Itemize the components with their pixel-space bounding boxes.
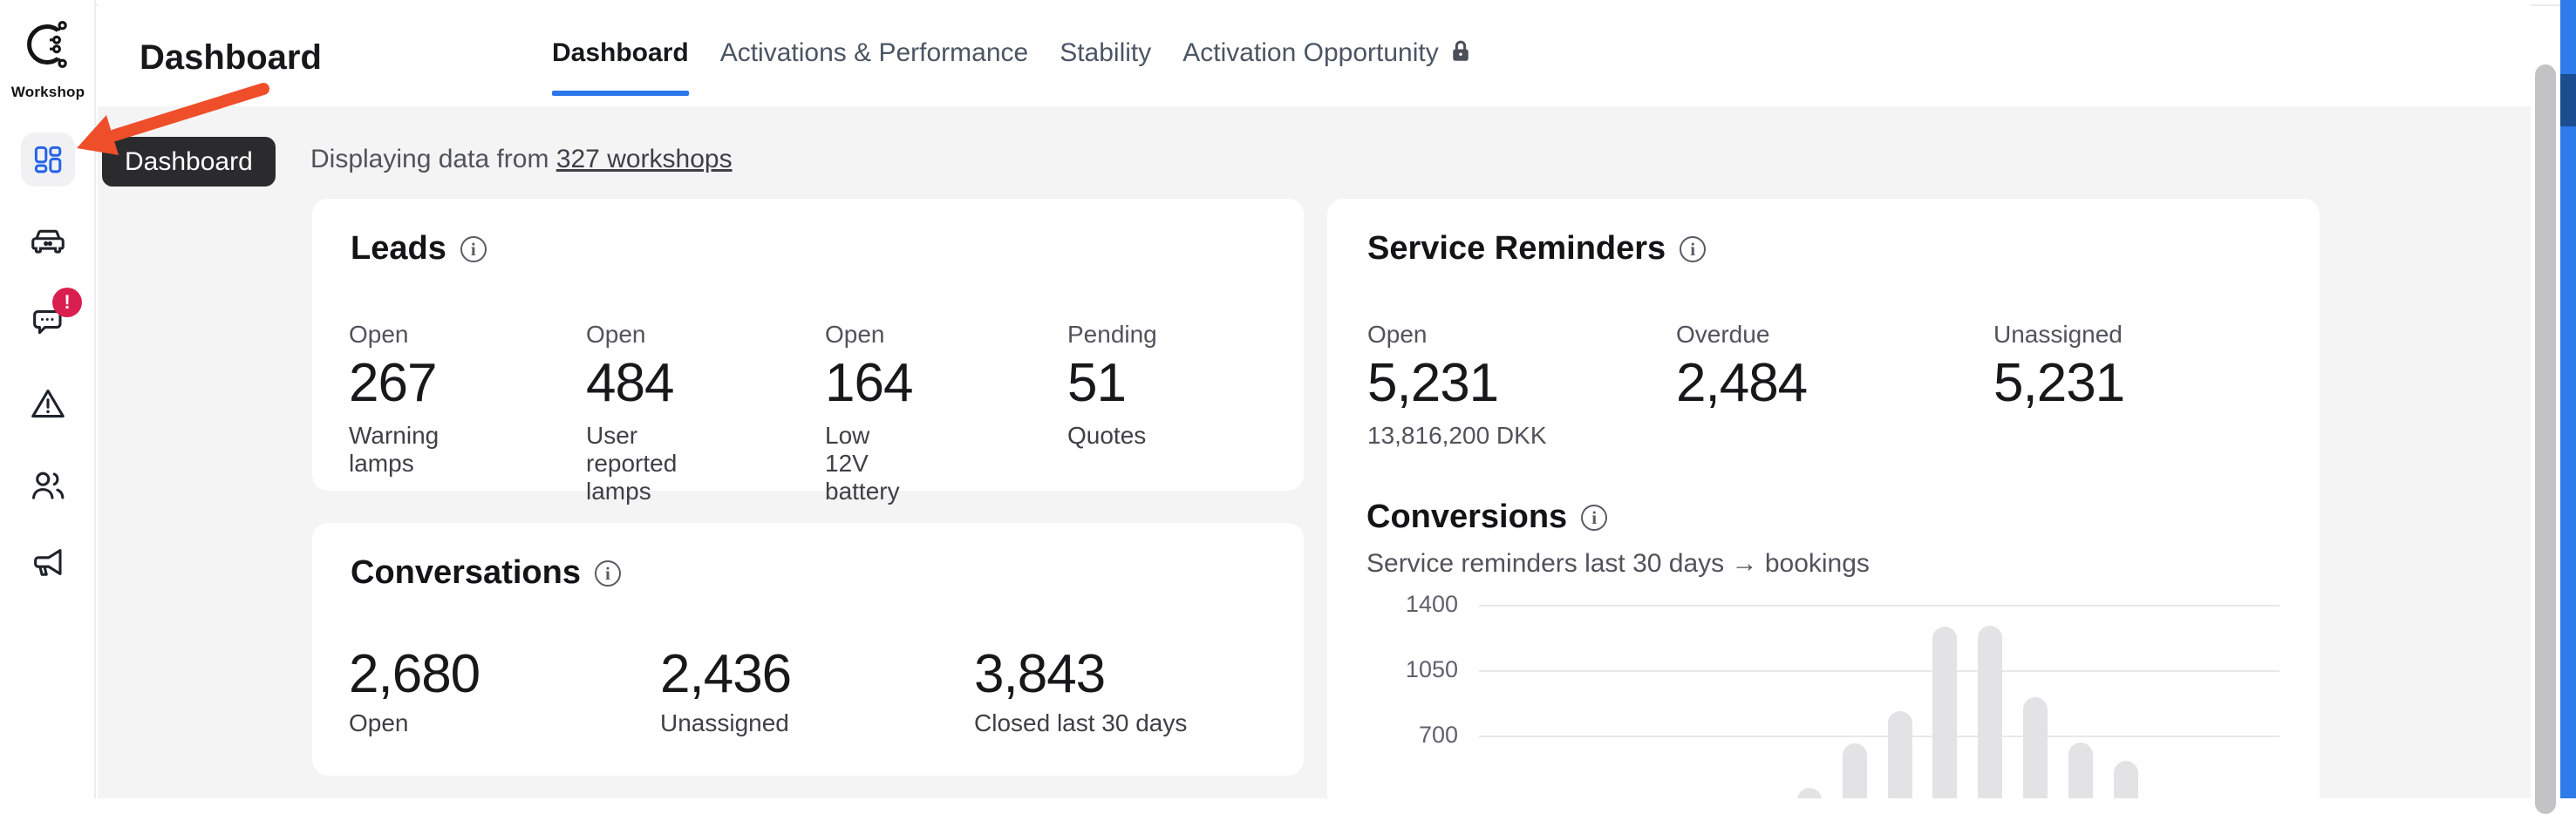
stat-value: 2,680 (349, 644, 480, 704)
stat-label: Open (825, 321, 885, 348)
conversations-card-title: Conversations i (351, 554, 621, 592)
workshops-link[interactable]: 327 workshops (555, 145, 733, 173)
edge-scroll-strip-thumb (2560, 74, 2576, 126)
car-icon (31, 229, 65, 254)
tab-label: Dashboard (552, 38, 689, 67)
stat-value: 51 (1067, 353, 1127, 413)
stat-sublabel: User reported lamps (586, 422, 678, 505)
card-title-text: Conversations (351, 554, 581, 591)
tab-activations-performance[interactable]: Activations & Performance (720, 38, 1028, 96)
info-icon[interactable]: i (594, 560, 621, 587)
chart-bar (2068, 742, 2093, 798)
service-reminders-card: Service Reminders i Open 5,231 13,816,20… (1327, 199, 2320, 798)
chart-gridline (1479, 670, 2280, 672)
stat-sublabel: Warning lamps (349, 422, 440, 477)
tooltip-text: Dashboard (125, 146, 253, 176)
stat-label: Overdue (1676, 321, 1770, 348)
card-title-text: Conversions (1366, 499, 1568, 535)
stat-label: Pending (1067, 321, 1157, 348)
sidebar-item-dashboard[interactable] (21, 132, 75, 187)
tab-dashboard[interactable]: Dashboard (552, 38, 689, 96)
tab-label: Activation Opportunity (1182, 38, 1439, 67)
y-axis-tick-label: 700 (1418, 722, 1458, 748)
stat-value: 2,484 (1676, 353, 1808, 413)
dashboard-grid-icon (28, 139, 68, 180)
card-title-text: Leads (351, 230, 446, 267)
tab-label: Activations & Performance (719, 38, 1029, 67)
info-icon[interactable]: i (1680, 235, 1707, 262)
chart-bar (1887, 711, 1912, 798)
chart-bar (2023, 697, 2048, 798)
megaphone-icon (34, 549, 62, 576)
brand-logo-icon[interactable] (23, 16, 72, 73)
stat-label: Open (586, 321, 646, 348)
service-reminders-title: Service Reminders i (1367, 230, 1707, 268)
info-icon[interactable]: i (460, 235, 487, 262)
users-icon (31, 471, 65, 499)
sidebar-item-alerts[interactable] (28, 383, 68, 424)
chart-bar (2113, 760, 2138, 798)
warning-triangle-icon (31, 389, 65, 418)
sidebar-item-campaigns[interactable] (28, 542, 68, 582)
stat-note: 13,816,200 DKK (1367, 422, 1547, 449)
stat-sublabel: Low 12V battery (825, 422, 900, 505)
stat-sublabel: Open (349, 709, 409, 736)
chart-gridline (1479, 605, 2280, 607)
sidebar-tooltip: Dashboard (102, 137, 276, 187)
y-axis-tick-label: 1050 (1405, 656, 1458, 682)
stat-value: 164 (825, 353, 913, 413)
stat-sublabel: Closed last 30 days (974, 709, 1188, 736)
stat-value: 484 (586, 353, 674, 413)
tab-stability[interactable]: Stability (1060, 38, 1151, 96)
chart-bar (1932, 626, 1958, 798)
conversions-title: Conversions i (1366, 499, 1608, 536)
conversions-chart-plot: 1400 1050 700 (1406, 589, 2280, 798)
tab-label: Stability (1060, 38, 1152, 67)
info-icon[interactable]: i (1581, 504, 1608, 531)
stat-value: 2,436 (660, 644, 792, 704)
stat-sublabel: Quotes (1067, 422, 1147, 449)
conversations-card: Conversations i 2,680 Open 2,436 Unassig… (312, 523, 1304, 776)
chart-bar (1842, 743, 1867, 798)
page-title: Dashboard (140, 38, 322, 77)
stat-label: Unassigned (1993, 321, 2123, 348)
stat-value: 5,231 (1993, 353, 2125, 413)
leads-card: Leads i Open 267 Warning lamps Open 484 … (312, 199, 1304, 505)
sidebar: Workshop ! (0, 0, 96, 798)
chart-gridline (1479, 736, 2280, 737)
edge-scroll-strip (2560, 0, 2576, 798)
stat-value: 3,843 (974, 644, 1106, 704)
data-source-banner: Displaying data from 327 workshops (310, 145, 733, 174)
stat-label: Open (349, 321, 409, 348)
card-title-text: Service Reminders (1367, 230, 1666, 267)
tab-bar: Dashboard Activations & Performance Stab… (552, 38, 1474, 96)
brand-name: Workshop (10, 84, 85, 100)
banner-text: Displaying data from (310, 145, 549, 173)
leads-card-title: Leads i (351, 230, 487, 268)
chart-bar (1978, 625, 2003, 798)
chart-bar (1797, 788, 1822, 798)
vertical-scrollbar-thumb[interactable] (2535, 64, 2556, 814)
sidebar-item-customers[interactable] (28, 465, 68, 505)
stat-label: Open (1367, 321, 1428, 348)
stat-value: 267 (349, 353, 437, 413)
y-axis-tick-label: 1400 (1405, 591, 1458, 617)
header: Dashboard Dashboard Activations & Perfor… (98, 0, 2531, 106)
lock-icon (1448, 37, 1474, 66)
tab-activation-opportunity[interactable]: Activation Opportunity (1182, 38, 1473, 96)
notification-badge: ! (52, 288, 82, 317)
sidebar-item-vehicles[interactable] (28, 221, 68, 261)
stat-sublabel: Unassigned (660, 709, 789, 736)
stat-value: 5,231 (1367, 353, 1499, 413)
main-content: Displaying data from 327 workshops Leads… (98, 106, 2531, 798)
conversions-subtitle: Service reminders last 30 days → booking… (1366, 549, 1870, 578)
